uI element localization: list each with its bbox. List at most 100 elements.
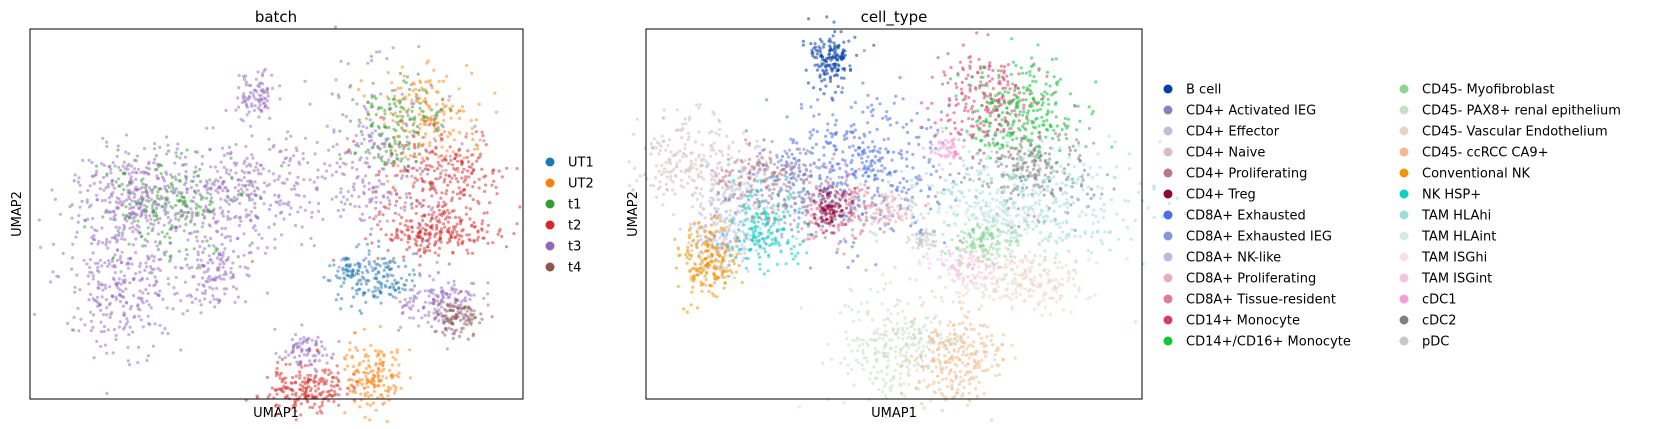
- cell-type-legend-marker-cd45-ccrcc-ca9: [1399, 147, 1409, 157]
- cell-type-legend-marker-tam-isghi: [1399, 252, 1409, 262]
- batch-cluster: [70, 148, 284, 275]
- batch-legend-label-t3: t3: [568, 240, 581, 255]
- cell-cluster-cd45-ccrcc-ca9: [891, 289, 1017, 422]
- cell-type-legend-label-cdc1: cDC1: [1422, 293, 1457, 308]
- cell-type-legend-label-cd4-treg: CD4+ Treg: [1186, 188, 1256, 203]
- cell-cluster-nk-hsp: [716, 161, 810, 276]
- cell-type-legend-label-cd4-naive: CD4+ Naive: [1186, 146, 1265, 161]
- batch-legend-marker-t2: [545, 220, 555, 230]
- cell-type-legend-marker-cd45-myofibroblast: [1399, 84, 1409, 94]
- cell-type-legend-marker-tam-hlaint: [1399, 231, 1409, 241]
- cell-type-legend-marker-cd8a-proliferating: [1163, 273, 1173, 283]
- cell-type-legend-marker-conventional-nk: [1399, 168, 1409, 178]
- cell-type-legend-label-cd4-proliferating: CD4+ Proliferating: [1186, 167, 1307, 182]
- batch-cluster: [32, 136, 217, 396]
- batch-legend-marker-t1: [545, 199, 555, 209]
- batch-legend-marker-ut2: [545, 178, 555, 188]
- cell-type-legend-label-cd8a-proliferating: CD8A+ Proliferating: [1186, 272, 1316, 287]
- cell-type-legend-label-tam-hlahi: TAM HLAhi: [1421, 209, 1491, 224]
- batch-legend-label-t4: t4: [568, 261, 581, 276]
- batch-cluster: [138, 204, 269, 316]
- batch-cluster: [336, 249, 371, 285]
- cell-type-legend-marker-cd4-naive: [1163, 147, 1173, 157]
- cell-type-legend-label-tam-isghi: TAM ISGhi: [1421, 251, 1487, 266]
- cell-cluster-tam-isgint: [914, 243, 1013, 287]
- batch-cluster: [331, 198, 522, 267]
- batch-legend-label-ut2: UT2: [568, 177, 594, 192]
- cell-cluster-cd4-proliferating: [710, 138, 806, 223]
- cell-type-legend-marker-b-cell: [1163, 84, 1173, 94]
- batch-legend-marker-t3: [545, 241, 555, 251]
- batch-cluster: [330, 324, 412, 424]
- batch-panel: batch UMAP1 UMAP2 UT1 UT2 t1 t2 t3 t4: [10, 8, 594, 424]
- cell-cluster-pdc: [905, 228, 936, 259]
- cell-type-legend-marker-cd14-cd16-monocyte: [1163, 336, 1173, 346]
- cell-cluster-cd8a-proliferating: [854, 170, 938, 234]
- cell-type-plot-frame: [645, 28, 1143, 400]
- batch-plot-frame: [29, 28, 524, 400]
- cell-type-legend-marker-cd14-monocyte: [1163, 315, 1173, 325]
- cell-type-legend-label-cdc2: cDC2: [1422, 314, 1457, 329]
- cell-cluster-cd14-cd16-monocyte: [944, 37, 1114, 178]
- cell-type-legend-marker-cd4-effector: [1163, 126, 1173, 136]
- cell-type-legend-label-cd8a-exhausted-ieg: CD8A+ Exhausted IEG: [1186, 230, 1332, 245]
- cell-type-point-cloud: [627, 15, 1187, 422]
- batch-cluster: [322, 232, 451, 315]
- cell-type-legend-label-cd4-activated-ieg: CD4+ Activated IEG: [1186, 104, 1316, 119]
- cell-type-legend-marker-cd8a-exhausted: [1163, 210, 1173, 220]
- cell-type-legend-marker-cd45-pax8-renal-epithelium: [1399, 105, 1409, 115]
- batch-legend-marker-t4: [545, 262, 555, 272]
- batch-cluster: [433, 289, 494, 341]
- cell-type-legend-marker-cd45-vascular-endothelium: [1399, 126, 1409, 136]
- batch-y-axis-label: UMAP2: [10, 191, 25, 237]
- cell-cluster-cd4-activated-ieg: [733, 139, 843, 243]
- cell-cluster-cdc1: [921, 130, 966, 167]
- cell-type-legend-label-tam-isgint: TAM ISGint: [1421, 272, 1492, 287]
- cell-type-legend-label-cd8a-exhausted: CD8A+ Exhausted: [1186, 209, 1306, 224]
- cell-type-legend-marker-tam-hlahi: [1399, 210, 1409, 220]
- cell-cluster-cd4-treg: [807, 185, 857, 235]
- batch-cluster: [234, 67, 282, 128]
- cell-cluster-b-cell: [801, 15, 876, 102]
- cell-type-y-axis-label: UMAP2: [626, 191, 641, 237]
- cell-type-legend-marker-cd8a-tissue-resident: [1163, 294, 1173, 304]
- cell-cluster-tam-hlahi: [851, 126, 1187, 324]
- cell-type-legend-marker-pdc: [1399, 336, 1409, 346]
- cell-cluster-cd4-naive: [627, 103, 752, 217]
- cell-type-legend-label-cd14-cd16-monocyte: CD14+/CD16+ Monocyte: [1186, 335, 1351, 350]
- cell-type-title: cell_type: [861, 8, 928, 27]
- batch-legend-marker-ut1: [545, 157, 555, 167]
- cell-type-legend-marker-cd4-proliferating: [1163, 168, 1173, 178]
- batch-legend: UT1 UT2 t1 t2 t3 t4: [545, 156, 594, 276]
- cell-type-legend-marker-nk-hsp: [1399, 189, 1409, 199]
- cell-type-legend-marker-cd4-treg: [1163, 189, 1173, 199]
- cell-type-legend-label-cd8a-nk-like: CD8A+ NK-like: [1186, 251, 1281, 266]
- batch-x-axis-label: UMAP1: [253, 406, 299, 421]
- cell-type-legend-label-cd45-ccrcc-ca9: CD45- ccRCC CA9+: [1422, 146, 1549, 161]
- cell-type-legend-label-conventional-nk: Conventional NK: [1422, 167, 1531, 182]
- cell-type-legend-marker-cd4-activated-ieg: [1163, 105, 1173, 115]
- cell-type-legend-label-cd14-monocyte: CD14+ Monocyte: [1186, 314, 1300, 329]
- cell-type-legend-label-cd4-effector: CD4+ Effector: [1186, 125, 1280, 140]
- cell-type-legend-label-cd8a-tissue-resident: CD8A+ Tissue-resident: [1186, 293, 1336, 308]
- cell-type-legend-marker-cd8a-exhausted-ieg: [1163, 231, 1173, 241]
- cell-type-legend-label-cd45-myofibroblast: CD45- Myofibroblast: [1422, 83, 1554, 98]
- cell-type-legend-marker-cdc2: [1399, 315, 1409, 325]
- cell-type-legend-marker-cd8a-nk-like: [1163, 252, 1173, 262]
- cell-type-legend-label-pdc: pDC: [1422, 335, 1449, 350]
- cell-type-legend-label-nk-hsp: NK HSP+: [1422, 188, 1481, 203]
- cell-type-panel: cell_type UMAP1 UMAP2 B cell CD4+ Activat…: [626, 8, 1621, 422]
- cell-type-legend-label-b-cell: B cell: [1186, 83, 1221, 98]
- cell-type-legend-label-cd45-vascular-endothelium: CD45- Vascular Endothelium: [1422, 125, 1608, 140]
- batch-legend-label-t1: t1: [568, 198, 581, 213]
- cell-type-legend: B cell CD4+ Activated IEG CD4+ Effector CD4…: [1163, 83, 1621, 350]
- batch-title: batch: [255, 8, 297, 26]
- cell-cluster-cd45-pax8-renal-epithelium: [797, 273, 988, 419]
- batch-legend-label-t2: t2: [568, 219, 581, 234]
- cell-type-legend-marker-tam-isgint: [1399, 273, 1409, 283]
- batch-legend-label-ut1: UT1: [568, 156, 594, 171]
- batch-cluster: [394, 274, 490, 351]
- cell-type-legend-label-tam-hlaint: TAM HLAint: [1421, 230, 1496, 245]
- cell-type-legend-label-cd45-pax8-renal-epithelium: CD45- PAX8+ renal epithelium: [1422, 104, 1621, 119]
